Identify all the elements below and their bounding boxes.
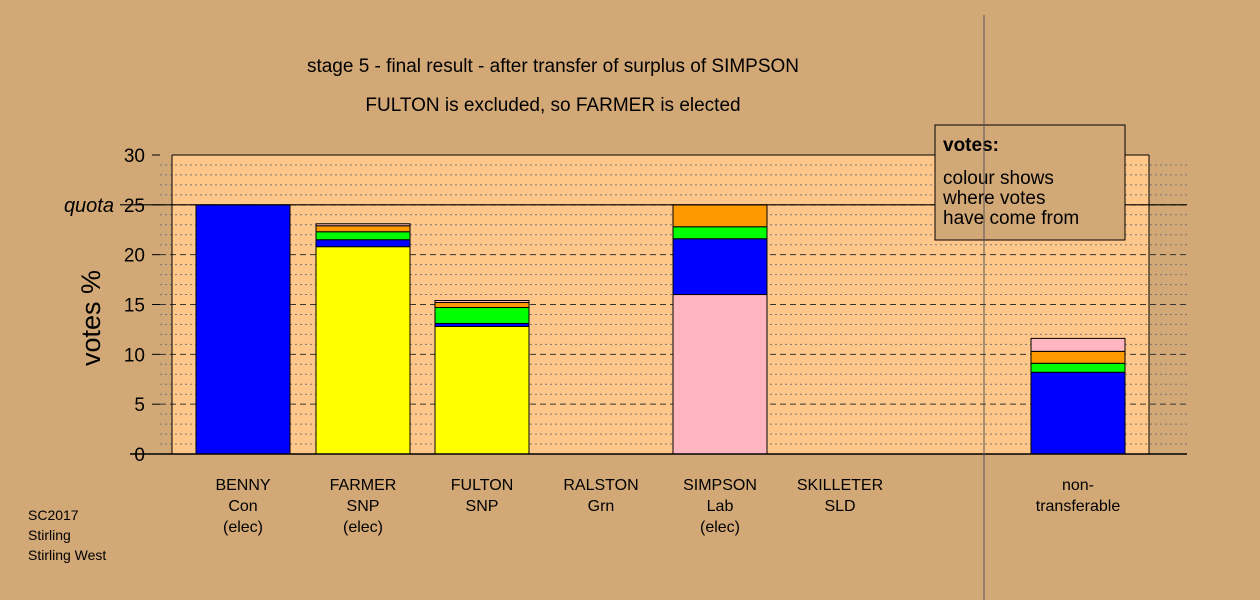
bar-segment [672,238,768,296]
chart-title: stage 5 - final result - after transfer … [307,56,799,77]
footer-line-3: Stirling West [28,547,106,563]
y-tick-label: 25 [124,196,145,217]
category-labels: BENNY Con (elec) FARMER SNP (elec) FULTON SNP RA… [215,477,1120,536]
category-label: SKILLETER [797,477,883,494]
bar-segment [1030,350,1126,364]
category-label: FARMER [330,477,397,494]
bar-segment [434,306,530,324]
chart-subtitle: FULTON is excluded, so FARMER is elected [365,95,740,116]
category-label: Con [228,498,257,515]
y-tick-label: 10 [124,345,145,366]
y-tick-label: 30 [124,146,145,167]
bar-segment [672,294,768,455]
category-label: Lab [707,498,734,515]
y-tick-label: 20 [124,246,145,267]
quota-label: quota [64,195,114,217]
legend-line-3: have come from [943,208,1079,229]
category-label: SIMPSON [683,477,757,494]
footer-line-1: SC2017 [28,507,79,523]
category-label: non- [1062,477,1094,494]
legend-box [934,124,1126,241]
bar-segment [434,302,530,308]
legend-title: votes: [943,135,999,156]
category-label: transferable [1036,498,1121,515]
bar-segment [434,325,530,455]
category-label: Grn [588,498,615,515]
category-label: SNP [347,498,380,515]
bar-segment [1030,371,1126,455]
category-label: (elec) [343,519,383,536]
bar-segment [1030,337,1126,352]
y-tick-label: 5 [134,395,145,416]
y-tick-labels: 0 5 10 15 20 25 30 [124,146,145,466]
legend: votes: colour shows where votes have com… [934,124,1126,241]
category-label: BENNY [215,477,270,494]
y-tick-label: 15 [124,296,145,317]
category-label: SLD [824,498,855,515]
bar-segment [672,204,768,228]
bar-segment [434,300,530,304]
bar-segment [315,231,411,241]
bar-segment [315,246,411,455]
bar-segment [1030,362,1126,373]
category-label: RALSTON [563,477,638,494]
footer-line-2: Stirling [28,527,71,543]
bar-segment [195,204,291,455]
bar-segment [672,226,768,240]
y-tick-label: 0 [134,445,145,466]
category-label: (elec) [700,519,740,536]
category-label: SNP [466,498,499,515]
bar-segment [315,223,411,227]
category-label: FULTON [451,477,514,494]
bars [195,204,1126,455]
bar-segment [315,225,411,233]
legend-line-1: colour shows [943,168,1054,189]
y-axis-label: votes % [76,270,106,366]
legend-line-2: where votes [942,188,1045,209]
bar-segment [315,239,411,248]
category-label: (elec) [223,519,263,536]
